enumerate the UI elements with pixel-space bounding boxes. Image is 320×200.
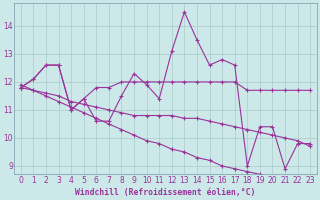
X-axis label: Windchill (Refroidissement éolien,°C): Windchill (Refroidissement éolien,°C) (75, 188, 256, 197)
